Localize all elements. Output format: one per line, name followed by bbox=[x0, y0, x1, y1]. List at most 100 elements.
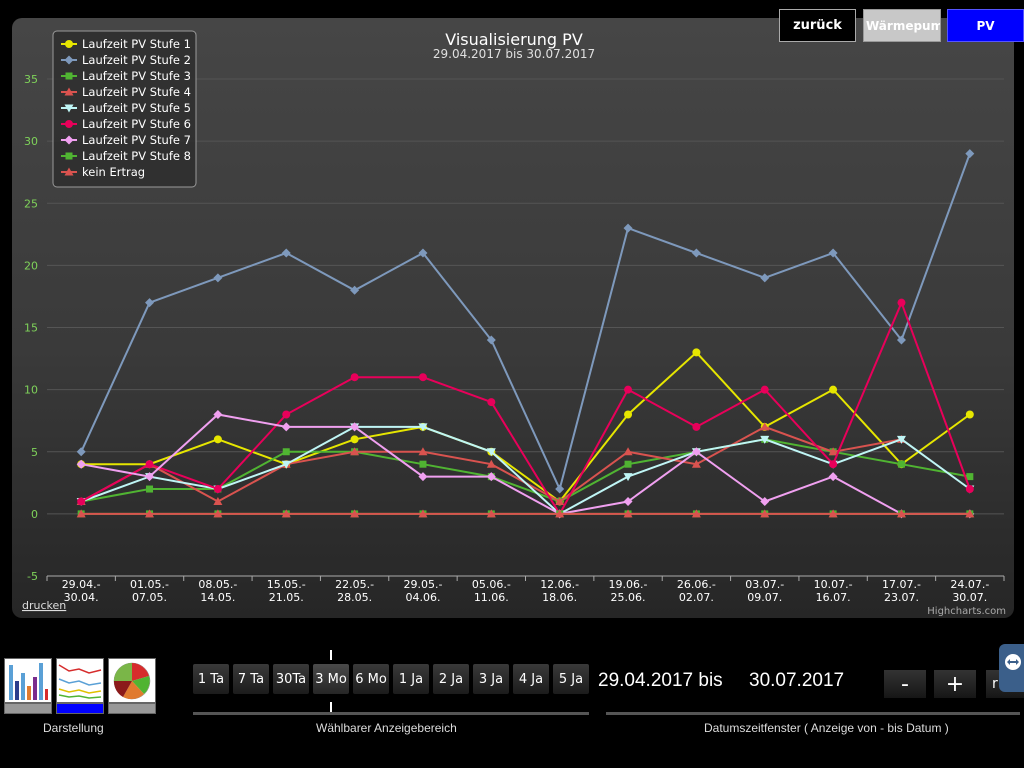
range-button-1-year[interactable]: 1 Ja bbox=[393, 664, 429, 694]
legend-item[interactable]: Laufzeit PV Stufe 8 bbox=[61, 149, 191, 163]
range-button-6-months[interactable]: 6 Mo bbox=[353, 664, 389, 694]
data-point bbox=[623, 496, 633, 506]
display-caption: Darstellung bbox=[43, 721, 104, 735]
data-point bbox=[896, 509, 906, 518]
data-point bbox=[418, 248, 428, 258]
series-line bbox=[81, 413, 970, 515]
data-point bbox=[966, 473, 974, 481]
range-button-2-years[interactable]: 2 Ja bbox=[433, 664, 469, 694]
series-5[interactable] bbox=[76, 423, 975, 519]
series-2[interactable] bbox=[76, 149, 975, 494]
data-point bbox=[213, 409, 223, 419]
range-button-30-days[interactable]: 30Ta bbox=[273, 664, 309, 694]
legend-item[interactable]: Laufzeit PV Stufe 6 bbox=[61, 117, 191, 131]
legend-marker bbox=[64, 135, 74, 145]
legend-item[interactable]: kein Ertrag bbox=[61, 165, 145, 179]
data-point bbox=[624, 385, 633, 394]
pie-chart-view-thumbnail[interactable] bbox=[108, 658, 156, 703]
y-tick-label: 25 bbox=[24, 197, 38, 210]
series-4[interactable] bbox=[76, 422, 906, 505]
back-button[interactable]: zurück bbox=[779, 9, 856, 42]
line-chart-view-thumbnail[interactable] bbox=[56, 658, 104, 703]
bar-chart-view-thumbnail[interactable] bbox=[4, 658, 52, 703]
plus-button[interactable]: + bbox=[934, 670, 976, 698]
range-button-4-years[interactable]: 4 Ja bbox=[513, 664, 549, 694]
data-point bbox=[213, 485, 222, 494]
legend-marker bbox=[65, 152, 73, 160]
range-button-3-years[interactable]: 3 Ja bbox=[473, 664, 509, 694]
date-from[interactable]: 29.04.2017 bis bbox=[598, 670, 723, 691]
data-point bbox=[213, 496, 223, 505]
data-point bbox=[828, 447, 838, 456]
data-point bbox=[896, 335, 906, 345]
print-link[interactable]: drucken bbox=[22, 599, 66, 612]
heatpump-button[interactable]: Wärmepumpe bbox=[863, 9, 941, 42]
range-button-5-years[interactable]: 5 Ja bbox=[553, 664, 589, 694]
x-tick-label: 16.07. bbox=[816, 591, 851, 604]
series-6[interactable] bbox=[77, 298, 974, 518]
legend-item[interactable]: Laufzeit PV Stufe 2 bbox=[61, 53, 191, 67]
data-point bbox=[965, 485, 974, 494]
series-7[interactable] bbox=[76, 409, 975, 519]
line-chart-icon bbox=[58, 664, 102, 699]
y-tick-label: -5 bbox=[27, 570, 38, 583]
minus-button[interactable]: - bbox=[884, 670, 926, 698]
legend-label: kein Ertrag bbox=[82, 165, 145, 179]
range-button-1-day[interactable]: 1 Ta bbox=[193, 664, 229, 694]
x-tick-label: 07.05. bbox=[132, 591, 167, 604]
data-point bbox=[897, 460, 905, 468]
pv-button[interactable]: PV bbox=[947, 9, 1024, 42]
x-tick-label: 10.07.- bbox=[814, 578, 853, 591]
data-point bbox=[965, 410, 974, 419]
legend-item[interactable]: Laufzeit PV Stufe 3 bbox=[61, 69, 191, 83]
pie-chart-icon bbox=[113, 662, 151, 700]
chart-legend[interactable]: Laufzeit PV Stufe 1 Laufzeit PV Stufe 2 La… bbox=[52, 30, 197, 188]
x-tick-label: 24.07.- bbox=[950, 578, 989, 591]
range-button-3-months[interactable]: 3 Mo bbox=[313, 664, 349, 694]
legend-label: Laufzeit PV Stufe 1 bbox=[82, 37, 191, 51]
data-point bbox=[418, 423, 428, 432]
data-point bbox=[965, 509, 975, 518]
data-point bbox=[145, 472, 155, 482]
series-line bbox=[80, 425, 971, 516]
bottom-toolbar: Darstellung 1 Ta 7 Ta 30Ta 3 Mo 6 Mo 1 J… bbox=[0, 620, 1024, 768]
date-to[interactable]: 30.07.2017 bbox=[749, 670, 845, 691]
x-tick-label: 02.07. bbox=[679, 591, 714, 604]
legend-label: Laufzeit PV Stufe 2 bbox=[82, 53, 191, 67]
data-point bbox=[692, 422, 701, 431]
data-point bbox=[624, 410, 633, 419]
data-point bbox=[350, 422, 360, 432]
data-point bbox=[281, 248, 291, 258]
y-tick-label: 0 bbox=[31, 508, 38, 521]
legend-item[interactable]: Laufzeit PV Stufe 1 bbox=[61, 37, 191, 51]
x-tick-label: 05.06.- bbox=[472, 578, 511, 591]
x-tick-label: 29.05.- bbox=[403, 578, 442, 591]
legend-item[interactable]: Laufzeit PV Stufe 7 bbox=[61, 133, 191, 147]
data-point bbox=[692, 348, 701, 357]
data-point bbox=[486, 459, 496, 468]
range-button-7-days[interactable]: 7 Ta bbox=[233, 664, 269, 694]
chart-credits[interactable]: Highcharts.com bbox=[927, 606, 1006, 617]
x-tick-label: 09.07. bbox=[747, 591, 782, 604]
data-point bbox=[281, 509, 291, 518]
series-line bbox=[81, 350, 971, 503]
legend-marker bbox=[64, 87, 74, 96]
data-point bbox=[213, 435, 222, 444]
legend-label: Laufzeit PV Stufe 5 bbox=[82, 101, 191, 115]
legend-item[interactable]: Laufzeit PV Stufe 5 bbox=[61, 101, 191, 115]
data-point bbox=[486, 448, 496, 457]
data-point bbox=[418, 509, 428, 518]
y-tick-label: 10 bbox=[24, 384, 38, 397]
data-point bbox=[418, 373, 427, 382]
data-point bbox=[486, 509, 496, 518]
legend-item[interactable]: Laufzeit PV Stufe 4 bbox=[61, 85, 191, 99]
x-tick-label: 30.04. bbox=[64, 591, 99, 604]
data-point bbox=[828, 509, 838, 518]
y-tick-label: 5 bbox=[31, 446, 38, 459]
data-point bbox=[350, 509, 360, 518]
teamviewer-icon bbox=[1005, 654, 1021, 670]
legend-marker bbox=[64, 104, 74, 113]
data-point bbox=[146, 485, 154, 493]
teamviewer-tab[interactable] bbox=[999, 644, 1024, 692]
series-9[interactable] bbox=[76, 509, 975, 518]
